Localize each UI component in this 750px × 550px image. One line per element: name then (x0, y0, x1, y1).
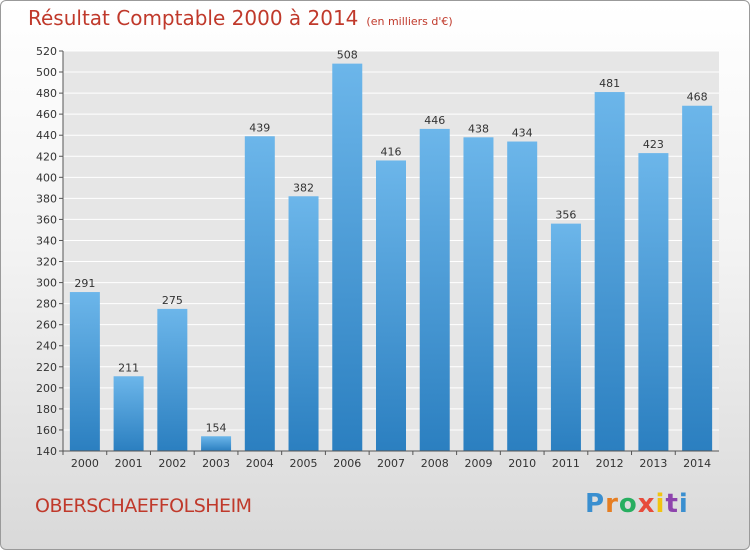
x-tick-label-2001: 2001 (115, 457, 143, 470)
value-label-2013: 423 (643, 138, 664, 151)
y-tick-label: 220 (36, 361, 57, 374)
bar-2007[interactable] (376, 160, 406, 451)
y-tick-label: 300 (36, 277, 57, 290)
y-tick-label: 460 (36, 108, 57, 121)
x-tick-label-2002: 2002 (158, 457, 186, 470)
y-tick-label: 160 (36, 424, 57, 437)
bar-2008[interactable] (419, 128, 450, 451)
x-tick-label-2003: 2003 (202, 457, 230, 470)
bar-2000[interactable] (69, 292, 100, 451)
logo-letter: o (618, 489, 638, 519)
chart-title-text: Résultat Comptable 2000 à 2014 (28, 6, 359, 30)
x-tick-label-2000: 2000 (71, 457, 99, 470)
chart-title: Résultat Comptable 2000 à 2014 (en millie… (28, 6, 453, 30)
value-label-2006: 508 (337, 49, 358, 62)
x-tick-label-2005: 2005 (290, 457, 318, 470)
proxiti-logo[interactable]: Proxiti (585, 489, 689, 519)
bar-2002[interactable] (157, 308, 188, 451)
y-tick-label: 400 (36, 171, 57, 184)
value-label-2002: 275 (162, 294, 183, 307)
y-tick-label: 280 (36, 298, 57, 311)
y-tick-label: 340 (36, 234, 57, 247)
x-tick-label-2007: 2007 (377, 457, 405, 470)
y-tick-label: 180 (36, 403, 57, 416)
commune-name: OBERSCHAEFFOLSHEIM (35, 495, 252, 517)
x-tick-label-2011: 2011 (552, 457, 580, 470)
x-tick-label-2012: 2012 (596, 457, 624, 470)
x-tick-label-2010: 2010 (508, 457, 536, 470)
bar-2001[interactable] (113, 376, 144, 451)
y-tick-label: 360 (36, 213, 57, 226)
y-tick-label: 380 (36, 192, 57, 205)
logo-letter: i (678, 489, 689, 519)
y-tick-label: 440 (36, 129, 57, 142)
x-tick-label-2009: 2009 (464, 457, 492, 470)
chart-subtitle: (en milliers d'€) (366, 15, 453, 28)
x-tick-label-2013: 2013 (639, 457, 667, 470)
x-tick-label-2004: 2004 (246, 457, 274, 470)
logo-letter: x (637, 489, 656, 519)
x-tick-label-2014: 2014 (683, 457, 711, 470)
value-label-2005: 382 (293, 181, 314, 194)
bar-2005[interactable] (288, 196, 319, 451)
y-tick-label: 200 (36, 382, 57, 395)
value-label-2000: 291 (74, 277, 95, 290)
bar-2004[interactable] (244, 136, 275, 451)
value-label-2008: 446 (424, 114, 445, 127)
bar-2013[interactable] (638, 153, 669, 451)
y-tick-label: 480 (36, 87, 57, 100)
value-label-2014: 468 (687, 91, 708, 104)
value-label-2012: 481 (599, 77, 620, 90)
axes: 140 160 180 200 220 240 260 280 300 320 340 360 380 4… (36, 45, 719, 470)
bar-2009[interactable] (463, 137, 494, 451)
logo-letter: i (655, 489, 666, 519)
bar-2012[interactable] (594, 92, 625, 451)
value-label-2010: 434 (512, 127, 533, 140)
y-tick-label: 520 (36, 45, 57, 58)
value-label-2001: 211 (118, 361, 139, 374)
bar-2006[interactable] (332, 63, 363, 451)
logo-letter: P (585, 489, 606, 519)
x-tick-label-2006: 2006 (333, 457, 361, 470)
y-tick-label: 140 (36, 445, 57, 458)
bar-2014[interactable] (682, 105, 713, 451)
value-label-2009: 438 (468, 122, 489, 135)
x-tick-label-2008: 2008 (421, 457, 449, 470)
y-tick-label: 260 (36, 319, 57, 332)
logo-letter: r (605, 489, 619, 519)
y-tick-label: 320 (36, 256, 57, 269)
y-tick-label: 420 (36, 150, 57, 163)
logo-letter: t (665, 489, 679, 519)
bar-2003[interactable] (201, 436, 232, 451)
bars: 291 211 275 154 439 382 508 416 446 438 434 356 481 4… (69, 49, 713, 452)
y-tick-label: 500 (36, 66, 57, 79)
value-label-2011: 356 (555, 209, 576, 222)
value-label-2004: 439 (249, 121, 270, 134)
value-label-2007: 416 (381, 145, 402, 158)
bar-2010[interactable] (507, 141, 538, 452)
bar-2011[interactable] (550, 223, 581, 451)
y-tick-label: 240 (36, 340, 57, 353)
value-label-2003: 154 (206, 421, 227, 434)
